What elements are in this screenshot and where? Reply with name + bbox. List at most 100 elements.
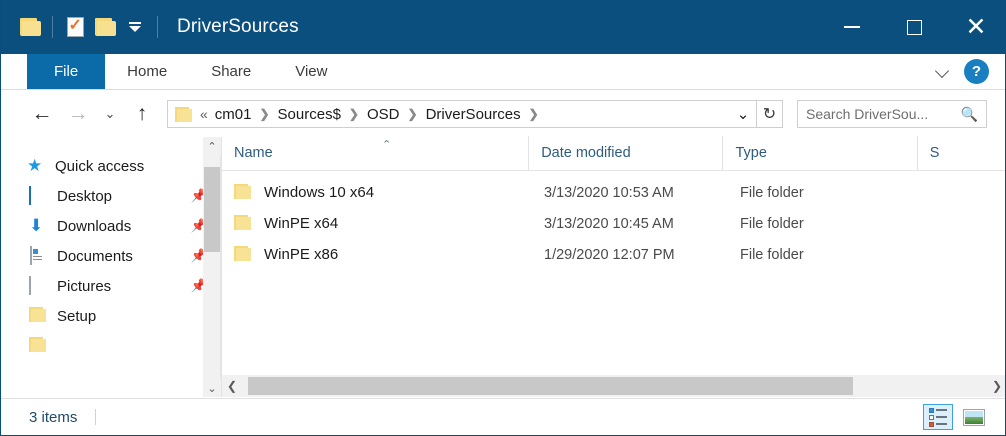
tab-view[interactable]: View: [295, 63, 328, 80]
window-title: DriverSources: [177, 16, 299, 37]
search-icon: 🔍: [960, 105, 978, 122]
scrollbar-thumb[interactable]: [248, 377, 853, 395]
breadcrumb-osd[interactable]: OSD: [366, 105, 400, 123]
column-header-size[interactable]: S: [918, 136, 1005, 170]
sidebar-item-downloads[interactable]: ⬇ Downloads 📌: [1, 211, 221, 241]
table-row[interactable]: WinPE x86 1/29/2020 12:07 PM File folder: [222, 239, 1005, 270]
ribbon-right-controls: ?: [936, 54, 1005, 89]
pictures-icon: [29, 276, 47, 295]
folder-icon: [234, 245, 252, 264]
row-date-cell: 3/13/2020 10:45 AM: [544, 215, 674, 232]
minimize-button[interactable]: [821, 0, 883, 54]
help-button[interactable]: ?: [964, 59, 989, 84]
title-bar: DriverSources ✕: [1, 0, 1005, 54]
up-button[interactable]: ↑: [136, 102, 148, 125]
breadcrumb-separator-icon[interactable]: ❯: [259, 107, 270, 121]
row-date-cell: 1/29/2020 12:07 PM: [544, 246, 675, 263]
back-button[interactable]: ←: [31, 102, 53, 125]
tab-file[interactable]: File: [27, 54, 106, 89]
sidebar-item-label: Quick access: [55, 157, 145, 175]
breadcrumb-sources[interactable]: Sources$: [277, 105, 341, 123]
address-bar[interactable]: « cm01 ❯ Sources$ ❯ OSD ❯ DriverSources …: [167, 100, 757, 128]
pin-icon[interactable]: 📌: [190, 218, 207, 233]
sidebar-item-pictures[interactable]: Pictures 📌: [1, 271, 221, 301]
column-label: Name: [234, 145, 273, 161]
column-headers: Name ⌃ Date modified Type S: [222, 136, 1005, 171]
file-list-pane: Name ⌃ Date modified Type S: [221, 136, 1005, 397]
sidebar-item-quick-access[interactable]: ★ Quick access: [1, 151, 221, 181]
item-count-label: 3 items: [29, 408, 78, 426]
view-mode-buttons: [923, 404, 1005, 430]
customize-dropdown-icon[interactable]: [120, 10, 150, 44]
column-header-date-modified[interactable]: Date modified: [529, 136, 724, 170]
toolbar-divider: [52, 16, 53, 38]
column-header-type[interactable]: Type: [723, 136, 918, 170]
sort-ascending-icon: ⌃: [382, 139, 392, 151]
pin-icon[interactable]: 📌: [190, 278, 207, 293]
window-controls: ✕: [821, 0, 1005, 54]
breadcrumb-overflow[interactable]: «: [200, 106, 208, 122]
file-name: WinPE x86: [264, 246, 339, 263]
folder-icon[interactable]: [15, 10, 45, 44]
table-row[interactable]: Windows 10 x64 3/13/2020 10:53 AM File f…: [222, 177, 1005, 208]
row-type-cell: File folder: [740, 246, 804, 263]
sidebar-item-label: Desktop: [57, 187, 113, 205]
file-name: WinPE x64: [264, 215, 339, 232]
search-input[interactable]: Search DriverSou... 🔍: [797, 100, 987, 128]
scroll-down-button[interactable]: ⌄: [203, 379, 221, 397]
details-view-button[interactable]: [923, 404, 953, 430]
tab-home[interactable]: Home: [127, 63, 168, 80]
details-view-icon: [929, 407, 947, 427]
column-label: Date modified: [541, 145, 631, 161]
sidebar-item-setup[interactable]: Setup: [1, 301, 221, 331]
large-icons-view-button[interactable]: [959, 404, 989, 430]
sidebar-item-documents[interactable]: Documents 📌: [1, 241, 221, 271]
tab-share[interactable]: Share: [211, 63, 252, 80]
sidebar-item-label: Pictures: [57, 277, 112, 295]
address-dropdown-icon[interactable]: ⌄: [736, 106, 750, 123]
new-folder-icon-glyph: [94, 18, 116, 36]
scroll-left-button[interactable]: ❮: [226, 379, 238, 393]
maximize-button[interactable]: [883, 0, 945, 54]
breadcrumb-driversources[interactable]: DriverSources: [425, 105, 521, 123]
breadcrumb-cm01[interactable]: cm01: [214, 105, 252, 123]
pin-icon[interactable]: 📌: [190, 188, 207, 203]
scrollbar-track[interactable]: [242, 375, 987, 397]
navigation-pane-scrollbar[interactable]: ⌃ ⌄: [203, 137, 221, 397]
address-bar-row: ← → ⌄ ↑ « cm01 ❯ Sources$ ❯ OSD ❯ Driver…: [1, 91, 1005, 137]
sidebar-item-desktop[interactable]: Desktop 📌: [1, 181, 221, 211]
row-type-cell: File folder: [740, 184, 804, 201]
sidebar-item-partial[interactable]: [1, 331, 221, 361]
folder-icon: [175, 106, 192, 122]
refresh-button[interactable]: ↻: [757, 100, 783, 128]
document-check-icon-glyph: [66, 15, 84, 37]
scroll-up-button[interactable]: ⌃: [203, 137, 221, 155]
folder-icon: [234, 183, 252, 202]
column-header-name[interactable]: Name ⌃: [222, 136, 530, 170]
close-button[interactable]: ✕: [965, 12, 987, 41]
folder-icon: [29, 337, 47, 355]
new-folder-icon[interactable]: [90, 10, 120, 44]
horizontal-scrollbar[interactable]: ❮ ❯: [222, 375, 1005, 397]
sidebar-item-label: Downloads: [57, 217, 132, 235]
breadcrumb-separator-icon[interactable]: ❯: [348, 107, 359, 121]
chevron-down-icon: [129, 22, 141, 32]
chevron-down-icon[interactable]: [936, 65, 950, 79]
scrollbar-thumb[interactable]: [204, 167, 220, 252]
scroll-right-button[interactable]: ❯: [991, 379, 1003, 393]
sidebar-item-label: Documents: [57, 247, 133, 265]
row-name-cell: Windows 10 x64: [222, 177, 532, 208]
pin-icon[interactable]: 📌: [190, 248, 207, 263]
main-area: ★ Quick access Desktop 📌 ⬇ Downloads 📌 D…: [1, 136, 1005, 397]
search-placeholder: Search DriverSou...: [806, 106, 929, 122]
properties-icon[interactable]: [60, 10, 90, 44]
forward-button[interactable]: →: [67, 102, 89, 125]
quick-access-toolbar: DriverSources: [1, 10, 299, 44]
row-date-cell: 3/13/2020 10:53 AM: [544, 184, 674, 201]
breadcrumb-separator-icon[interactable]: ❯: [528, 107, 539, 121]
breadcrumb-separator-icon[interactable]: ❯: [407, 107, 418, 121]
file-rows: Windows 10 x64 3/13/2020 10:53 AM File f…: [222, 177, 1005, 270]
recent-locations-button[interactable]: ⌄: [104, 106, 116, 121]
table-row[interactable]: WinPE x64 3/13/2020 10:45 AM File folder: [222, 208, 1005, 239]
